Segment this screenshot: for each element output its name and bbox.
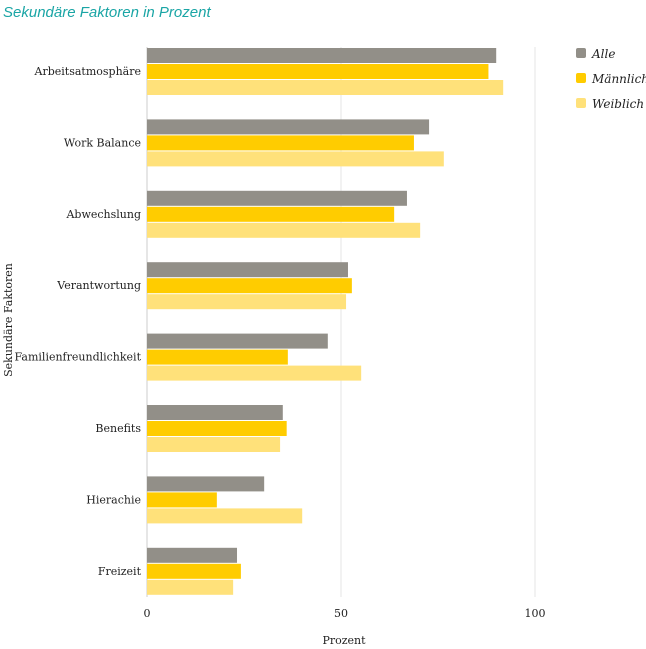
x-axis-label: Prozent [322, 634, 366, 647]
bar-alle [147, 333, 328, 349]
bar-männlich [147, 206, 395, 222]
bar-weiblich [147, 294, 347, 310]
bar-alle [147, 119, 430, 135]
y-tick-label: Benefits [95, 422, 141, 435]
legend-swatch[interactable] [576, 48, 586, 58]
legend-swatch[interactable] [576, 73, 586, 83]
bar-weiblich [147, 437, 281, 452]
bar-weiblich [147, 365, 362, 381]
bar-männlich [147, 421, 287, 436]
legend-item-label[interactable]: Alle [591, 47, 615, 61]
legend-swatch[interactable] [576, 98, 586, 108]
y-axis-label: Sekundäre Faktoren [2, 263, 15, 377]
y-tick-label: Abwechslung [65, 208, 141, 221]
y-tick-label: Familienfreundlichkeit [15, 351, 142, 364]
bar-alle [147, 48, 497, 63]
y-tick-label: Verantwortung [56, 279, 141, 292]
y-tick-label: Freizeit [98, 565, 142, 578]
bar-männlich [147, 492, 217, 508]
x-tick-label: 50 [334, 607, 348, 620]
bar-männlich [147, 349, 288, 365]
bar-alle [147, 405, 283, 420]
bar-männlich [147, 278, 352, 294]
bar-alle [147, 190, 407, 206]
bar-alle [147, 476, 265, 492]
x-tick-label: 0 [144, 607, 151, 620]
bar-weiblich [147, 151, 444, 167]
bar-männlich [147, 135, 414, 151]
y-tick-label: Hierachie [86, 493, 141, 506]
bar-alle [147, 547, 238, 563]
legend-item-label[interactable]: Weiblich [592, 97, 644, 111]
bar-alle [147, 262, 348, 278]
chart-title: Sekundäre Faktoren in Prozent [3, 4, 211, 21]
bar-weiblich [147, 508, 303, 524]
bar-männlich [147, 563, 241, 579]
bar-weiblich [147, 579, 234, 595]
bar-männlich [147, 64, 489, 79]
y-tick-label: Arbeitsatmosphäre [34, 65, 141, 78]
x-tick-label: 100 [525, 607, 546, 620]
legend-item-label[interactable]: Männlich [591, 72, 646, 86]
bar-weiblich [147, 222, 421, 238]
bar-weiblich [147, 80, 504, 95]
y-tick-label: Work Balance [64, 136, 141, 149]
